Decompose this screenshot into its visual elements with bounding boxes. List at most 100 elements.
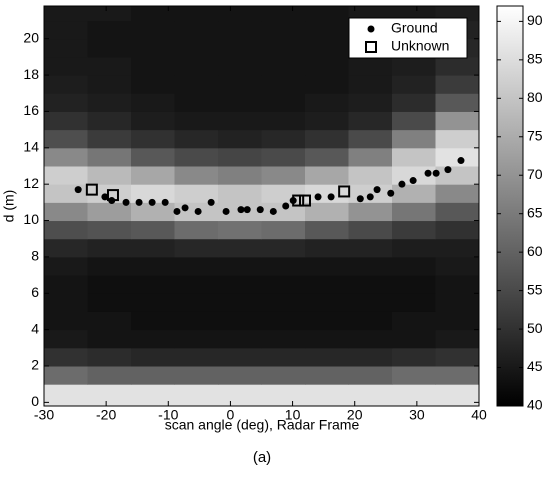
colorbar-tick-label: 90	[527, 12, 543, 28]
heatmap-cell	[174, 275, 219, 294]
heatmap-cell	[218, 220, 262, 240]
heatmap-cell	[305, 111, 349, 131]
heatmap-cell	[305, 38, 349, 58]
heatmap-cell	[44, 384, 88, 407]
heatmap-cell	[218, 347, 262, 367]
x-tick-label: 40	[471, 407, 487, 423]
heatmap-cell	[261, 166, 306, 185]
heatmap-cell	[218, 166, 262, 185]
heatmap-cell	[305, 275, 349, 294]
heatmap-cell	[87, 329, 132, 349]
heatmap-cell	[261, 202, 306, 222]
ground-marker	[409, 177, 417, 185]
ground-marker	[366, 193, 374, 201]
ground-marker	[444, 166, 452, 174]
heatmap-cell	[44, 202, 88, 222]
x-tick-label: 10	[285, 407, 301, 423]
heatmap-cell	[218, 147, 262, 167]
y-tick-label: 18	[23, 66, 39, 82]
heatmap-cell	[174, 220, 219, 240]
heatmap-cell	[87, 238, 132, 258]
heatmap-cell	[305, 166, 349, 185]
heatmap-cell	[174, 93, 219, 112]
heatmap-cell	[348, 311, 393, 331]
heatmap-cell	[392, 56, 436, 76]
heatmap-cell	[435, 75, 480, 94]
heatmap-cell	[44, 275, 88, 294]
unknown-marker	[106, 189, 119, 202]
heatmap-cell	[87, 384, 132, 407]
heatmap-cell	[305, 347, 349, 367]
heatmap-cell	[131, 93, 175, 112]
heatmap-cell	[44, 311, 88, 331]
heatmap-cell	[305, 20, 349, 40]
legend-marker	[367, 25, 375, 33]
heatmap-cell	[305, 329, 349, 349]
ground-marker	[269, 207, 277, 215]
legend-label: Unknown	[391, 38, 449, 54]
heatmap-cell	[174, 75, 219, 94]
heatmap-cell	[131, 275, 175, 294]
heatmap-cell	[305, 311, 349, 331]
heatmap-cell	[348, 75, 393, 94]
x-tick-label: -20	[96, 407, 116, 423]
colorbar-tick-label: 50	[527, 320, 543, 336]
colorbar-tick-label: 60	[527, 243, 543, 259]
heatmap-cell	[218, 238, 262, 258]
heatmap-cell	[174, 347, 219, 367]
heatmap-cell	[348, 166, 393, 185]
heatmap-cell	[261, 238, 306, 258]
heatmap-cell	[174, 293, 219, 312]
heatmap-cell	[348, 93, 393, 112]
ground-marker	[237, 206, 245, 214]
heatmap-cell	[392, 111, 436, 131]
heatmap-cell	[131, 56, 175, 76]
heatmap-cell	[218, 56, 262, 76]
heatmap-cell	[87, 366, 132, 385]
heatmap-cell	[261, 129, 306, 149]
heatmap-cell	[305, 75, 349, 94]
x-tick-label: 20	[347, 407, 363, 423]
heatmap-cell	[174, 129, 219, 149]
heatmap-cell	[348, 293, 393, 312]
heatmap-cell	[174, 238, 219, 258]
ground-marker	[282, 202, 290, 210]
heatmap-cell	[435, 111, 480, 131]
heatmap-cell	[392, 293, 436, 312]
y-tick-label: 12	[23, 175, 39, 191]
x-tick-label: -30	[34, 407, 54, 423]
heatmap-cell	[435, 202, 480, 222]
heatmap-cell	[392, 347, 436, 367]
heatmap-cell	[305, 202, 349, 222]
ground-marker	[161, 198, 169, 206]
heatmap-cell	[87, 20, 132, 40]
heatmap-cell	[218, 184, 262, 203]
heatmap-cell	[87, 93, 132, 112]
x-tick-label: -10	[158, 407, 178, 423]
ground-marker	[148, 198, 156, 206]
heatmap-cell	[174, 329, 219, 349]
heatmap-cell	[131, 202, 175, 222]
x-tick-label: 30	[409, 407, 425, 423]
heatmap-cell	[261, 220, 306, 240]
heatmap-cell	[435, 166, 480, 185]
heatmap-cell	[174, 166, 219, 185]
heatmap-cell	[305, 366, 349, 385]
heatmap-cell	[87, 147, 132, 167]
heatmap-cell	[348, 56, 393, 76]
heatmap-cell	[392, 329, 436, 349]
colorbar	[496, 5, 524, 407]
heatmap-cell	[131, 75, 175, 94]
heatmap-cell	[348, 347, 393, 367]
heatmap-cell	[435, 329, 480, 349]
heatmap-cell	[87, 6, 132, 22]
heatmap-cell	[435, 384, 480, 407]
heatmap-cell	[348, 238, 393, 258]
heatmap-cell	[174, 111, 219, 131]
heatmap-cell	[174, 184, 219, 203]
heatmap-cell	[392, 256, 436, 276]
colorbar-tick-label: 55	[527, 281, 543, 297]
legend-marker	[365, 41, 377, 53]
heatmap-cell	[218, 329, 262, 349]
